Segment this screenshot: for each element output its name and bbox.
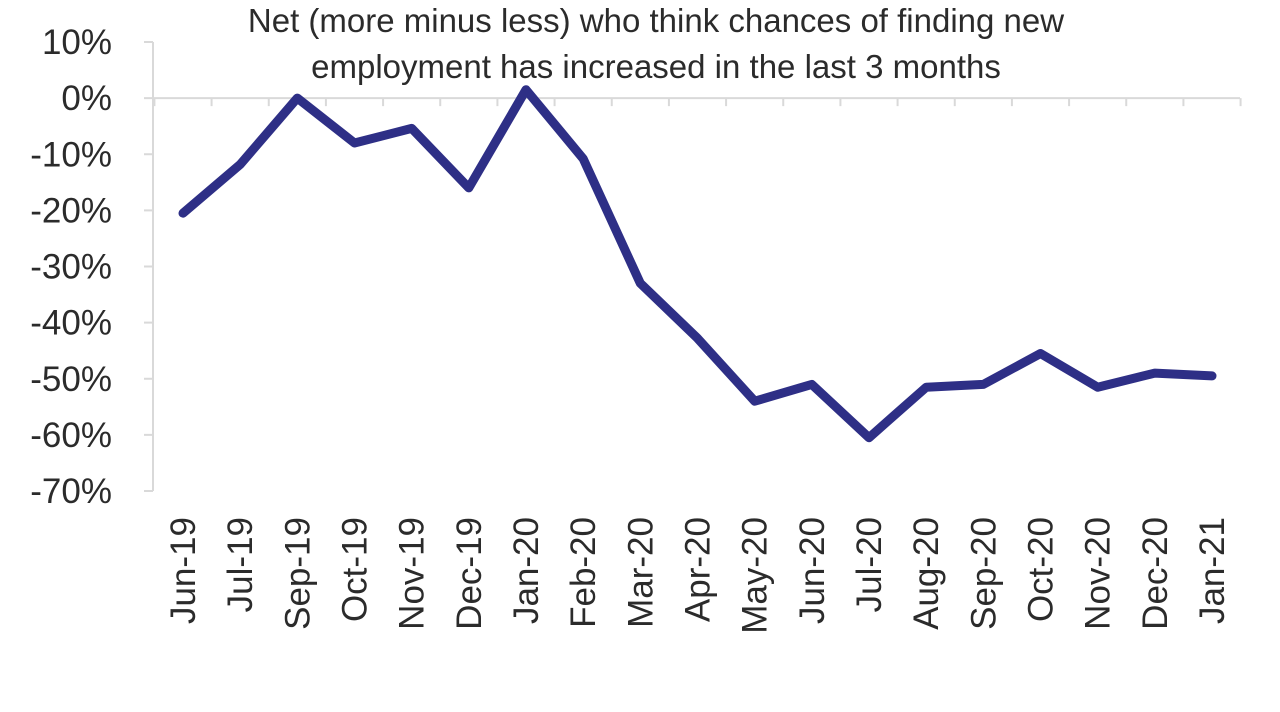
x-tick-label: Dec-19 <box>450 517 489 630</box>
y-tick-label: -20% <box>30 191 112 230</box>
chart-title: Net (more minus less) who think chances … <box>248 2 1064 85</box>
x-tick-label: Mar-20 <box>621 517 660 628</box>
x-tick-label: Sep-20 <box>964 517 1003 630</box>
x-tick-label: May-20 <box>736 517 775 634</box>
chart-title-line-1: Net (more minus less) who think chances … <box>248 2 1064 39</box>
x-axis-tick-labels: Jun-19 Jul-19 Sep-19 Oct-19 Nov-19 Dec-19 Jan-… <box>164 517 1232 634</box>
y-tick-label: -10% <box>30 135 112 174</box>
x-tick-label: Jul-20 <box>850 517 889 612</box>
x-tick-label: Oct-19 <box>336 517 375 622</box>
x-tick-label: Aug-20 <box>907 517 946 630</box>
x-tick-label: Jul-19 <box>221 517 260 612</box>
x-tick-label: Jun-19 <box>164 517 203 624</box>
y-tick-label: 10% <box>42 23 112 62</box>
x-tick-label: Feb-20 <box>564 517 603 628</box>
y-axis-tick-labels: 10% 0% -10% -20% -30% -40% -50% -60% -70% <box>30 23 153 511</box>
x-tick-label: Apr-20 <box>679 517 718 622</box>
y-tick-label: -30% <box>30 248 112 287</box>
x-tick-label: Jan-21 <box>1193 517 1232 624</box>
x-tick-label: Nov-20 <box>1079 517 1118 630</box>
x-tick-label: Jun-20 <box>793 517 832 624</box>
y-tick-label: -70% <box>30 472 112 511</box>
x-tick-label: Oct-20 <box>1022 517 1061 622</box>
y-tick-label: -60% <box>30 416 112 455</box>
chart-title-line-2: employment has increased in the last 3 m… <box>311 48 1001 85</box>
series-line-0 <box>183 90 1212 438</box>
y-tick-label: -50% <box>30 360 112 399</box>
y-tick-label: 0% <box>61 79 112 118</box>
series-lines <box>183 90 1212 438</box>
y-tick-label: -40% <box>30 304 112 343</box>
x-tick-label: Dec-20 <box>1136 517 1175 630</box>
x-tick-label: Sep-19 <box>278 517 317 630</box>
x-tick-label: Nov-19 <box>393 517 432 630</box>
x-tick-label: Jan-20 <box>507 517 546 624</box>
